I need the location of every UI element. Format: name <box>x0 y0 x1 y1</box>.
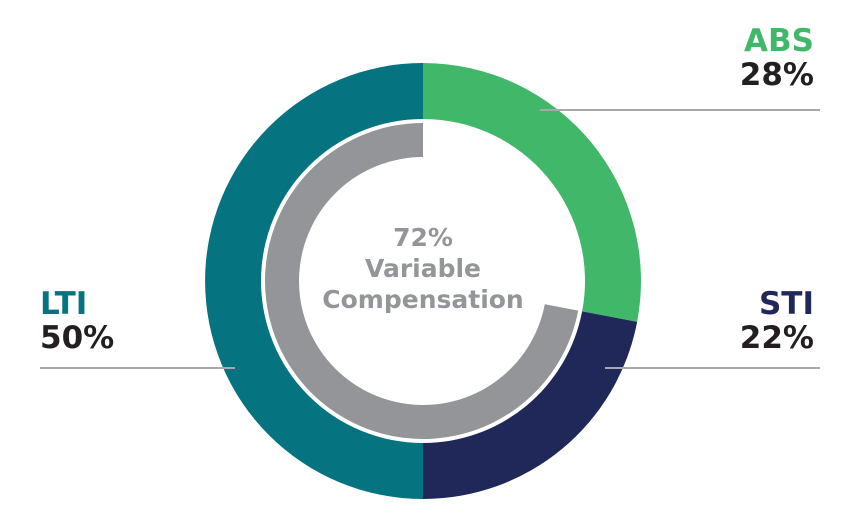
center-label: 72% Variable Compensation <box>303 222 543 315</box>
label-lti: LTI 50% <box>40 287 114 355</box>
label-lti-value: 50% <box>40 320 115 356</box>
label-lti-name: LTI <box>40 286 88 322</box>
label-sti-name: STI <box>758 286 814 322</box>
label-abs: ABS 28% <box>730 24 814 92</box>
label-abs-value: 28% <box>739 57 814 93</box>
label-abs-name: ABS <box>744 23 814 59</box>
label-sti-value: 22% <box>739 320 814 356</box>
slice-abs <box>423 63 641 322</box>
slice-lti <box>205 63 423 499</box>
slice-sti <box>423 311 638 499</box>
center-label-line2: Compensation <box>322 285 524 314</box>
center-label-value: 72% <box>393 223 453 252</box>
center-label-line1: Variable <box>364 254 482 283</box>
label-sti: STI 22% <box>730 287 814 355</box>
